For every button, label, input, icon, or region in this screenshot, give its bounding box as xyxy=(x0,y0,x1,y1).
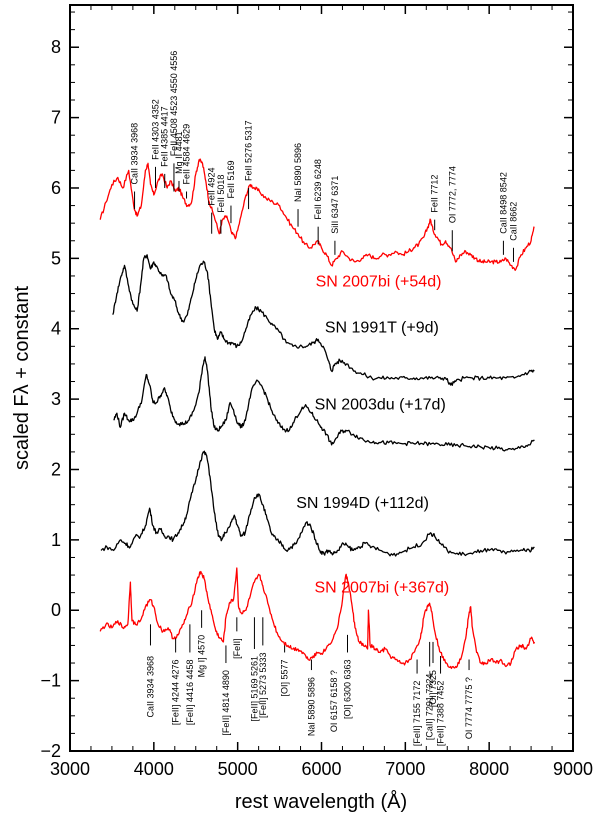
annotation-label: SiII 6347 6371 xyxy=(330,176,340,234)
annotation-label: NaI 5890 5896 xyxy=(306,677,316,736)
annotation-label: FeII 4584 4629 xyxy=(182,124,192,185)
x-tick-label: 9000 xyxy=(553,759,593,779)
y-axis-label: scaled Fλ + constant xyxy=(11,286,33,470)
annotation-label: [FeII] xyxy=(232,638,242,659)
y-tick-label: 5 xyxy=(51,248,61,268)
annotation-label: Mg II 4481 xyxy=(174,131,184,174)
spectrum-line xyxy=(99,567,536,670)
annotation-label: FeII 4303 4352 xyxy=(151,99,161,160)
y-tick-label: 4 xyxy=(51,319,61,339)
annotation-label: FeII 4508 4523 4550 4556 xyxy=(169,51,179,157)
annotation-label: [FeII] 7388 7452 xyxy=(436,681,446,747)
annotation-label: OI 6157 6158 ? xyxy=(329,670,339,732)
annotation-label: CaII 8498 8542 xyxy=(498,172,508,234)
series-label: SN 2003du (+17d) xyxy=(315,397,446,414)
series-label: SN 1994D (+112d) xyxy=(296,495,429,512)
y-tick-label: 3 xyxy=(51,389,61,409)
annotation-label: FeII 4385 4417 xyxy=(160,106,170,167)
annotation-label: OI 7774 7775 ? xyxy=(464,677,474,739)
x-tick-label: 3000 xyxy=(50,759,90,779)
y-tick-label: 6 xyxy=(51,178,61,198)
x-tick-label: 6000 xyxy=(301,759,341,779)
y-tick-label: −2 xyxy=(40,741,61,761)
annotation-label: CaII 8662 xyxy=(508,202,518,241)
axis-ticks xyxy=(69,5,574,752)
x-axis-label: rest wavelength (Å) xyxy=(235,790,407,813)
annotation-label: [OI] 5577 xyxy=(280,660,290,697)
y-tick-label: 1 xyxy=(51,530,61,550)
annotation-label: [FeII] 4244 4276 xyxy=(171,660,181,726)
annotation-label: [FeII] 7155 7172 xyxy=(412,681,422,747)
annotation-label: CaII 3934 3968 xyxy=(130,123,140,185)
annotation-label: FeII 5276 5317 xyxy=(244,120,254,181)
annotation-label: FeII 5169 xyxy=(226,161,236,199)
axis-tick-labels: 3000 4000 5000 6000 7000 8000 9000 −2 −1 0 1 2 3 4 5 6 7… xyxy=(40,37,593,779)
annotation-label: FeII 7712 xyxy=(430,175,440,213)
y-tick-label: 0 xyxy=(51,600,61,620)
annotation-label: NaI 5890 5896 xyxy=(293,143,303,202)
line-id-annotations: CaII 3934 3968 FeII 4303 4352 FeII 4385 44… xyxy=(130,51,519,746)
annotation-label: OI 7772, 7774 xyxy=(447,166,457,223)
spectrum-line xyxy=(100,450,535,557)
spectrum-line xyxy=(113,356,535,452)
series-label: SN 2007bi (+367d) xyxy=(314,580,449,597)
x-tick-label: 7000 xyxy=(385,759,425,779)
annotation-label: [FeII] 4416 4458 xyxy=(185,660,195,726)
annotation-label: FeII 5018 xyxy=(216,175,226,213)
y-tick-label: 8 xyxy=(51,37,61,57)
annotation-label: [OI] 6300 6363 xyxy=(342,660,352,720)
annotation-label: [FeII] 4814 4890 xyxy=(221,670,231,736)
y-tick-label: 7 xyxy=(51,108,61,128)
y-tick-label: −1 xyxy=(40,671,61,691)
annotation-label: [FeII] 5273 5333 xyxy=(258,652,268,718)
annotation-label: Mg I] 4570 xyxy=(197,635,207,678)
annotation-label: FeII 4924 xyxy=(207,168,217,206)
spectrum-line xyxy=(112,254,535,386)
series-layer xyxy=(99,158,536,670)
series-label: SN 1991T (+9d) xyxy=(325,319,439,336)
annotation-label: FeII 6239 6248 xyxy=(313,159,323,220)
annotation-label: CaII 3934 3968 xyxy=(145,656,155,718)
x-tick-label: 5000 xyxy=(218,759,258,779)
x-tick-label: 8000 xyxy=(469,759,509,779)
series-labels: SN 2007bi (+54d) SN 1991T (+9d) SN 2003du … xyxy=(296,274,449,597)
x-tick-label: 4000 xyxy=(134,759,174,779)
annotation-label: [CaII] 7291 7324 xyxy=(425,674,435,741)
annotation-label: [FeII] 5169 5261 xyxy=(249,656,259,722)
annotation-label: [OI] 7325 xyxy=(428,670,438,707)
y-tick-label: 2 xyxy=(51,459,61,479)
spectrum-line xyxy=(99,158,535,271)
series-label: SN 2007bi (+54d) xyxy=(316,274,442,291)
